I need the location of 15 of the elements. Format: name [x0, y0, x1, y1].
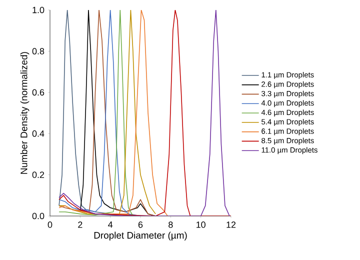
y-tick-label: 1.0	[32, 6, 44, 14]
y-tick-label: 0.2	[32, 172, 44, 178]
y-tick-label: 0.4	[32, 130, 44, 137]
x-tick-label: 8	[168, 222, 173, 228]
y-axis-title: Number Density (normalized)	[20, 52, 30, 174]
x-tick-label: 6	[138, 222, 143, 228]
x-tick-label: 2	[78, 222, 82, 228]
x-tick-label: 10	[196, 222, 206, 228]
x-tick-label: 0	[48, 222, 52, 228]
x-axis-title: Droplet Diameter (µm)	[94, 232, 187, 241]
y-tick-label: 0.6	[32, 89, 44, 96]
x-tick-label: 4	[108, 222, 113, 228]
x-tick-label: 12	[226, 222, 236, 228]
y-tick-label: 0.8	[32, 48, 44, 54]
y-tick-label: 0.0	[32, 212, 44, 220]
